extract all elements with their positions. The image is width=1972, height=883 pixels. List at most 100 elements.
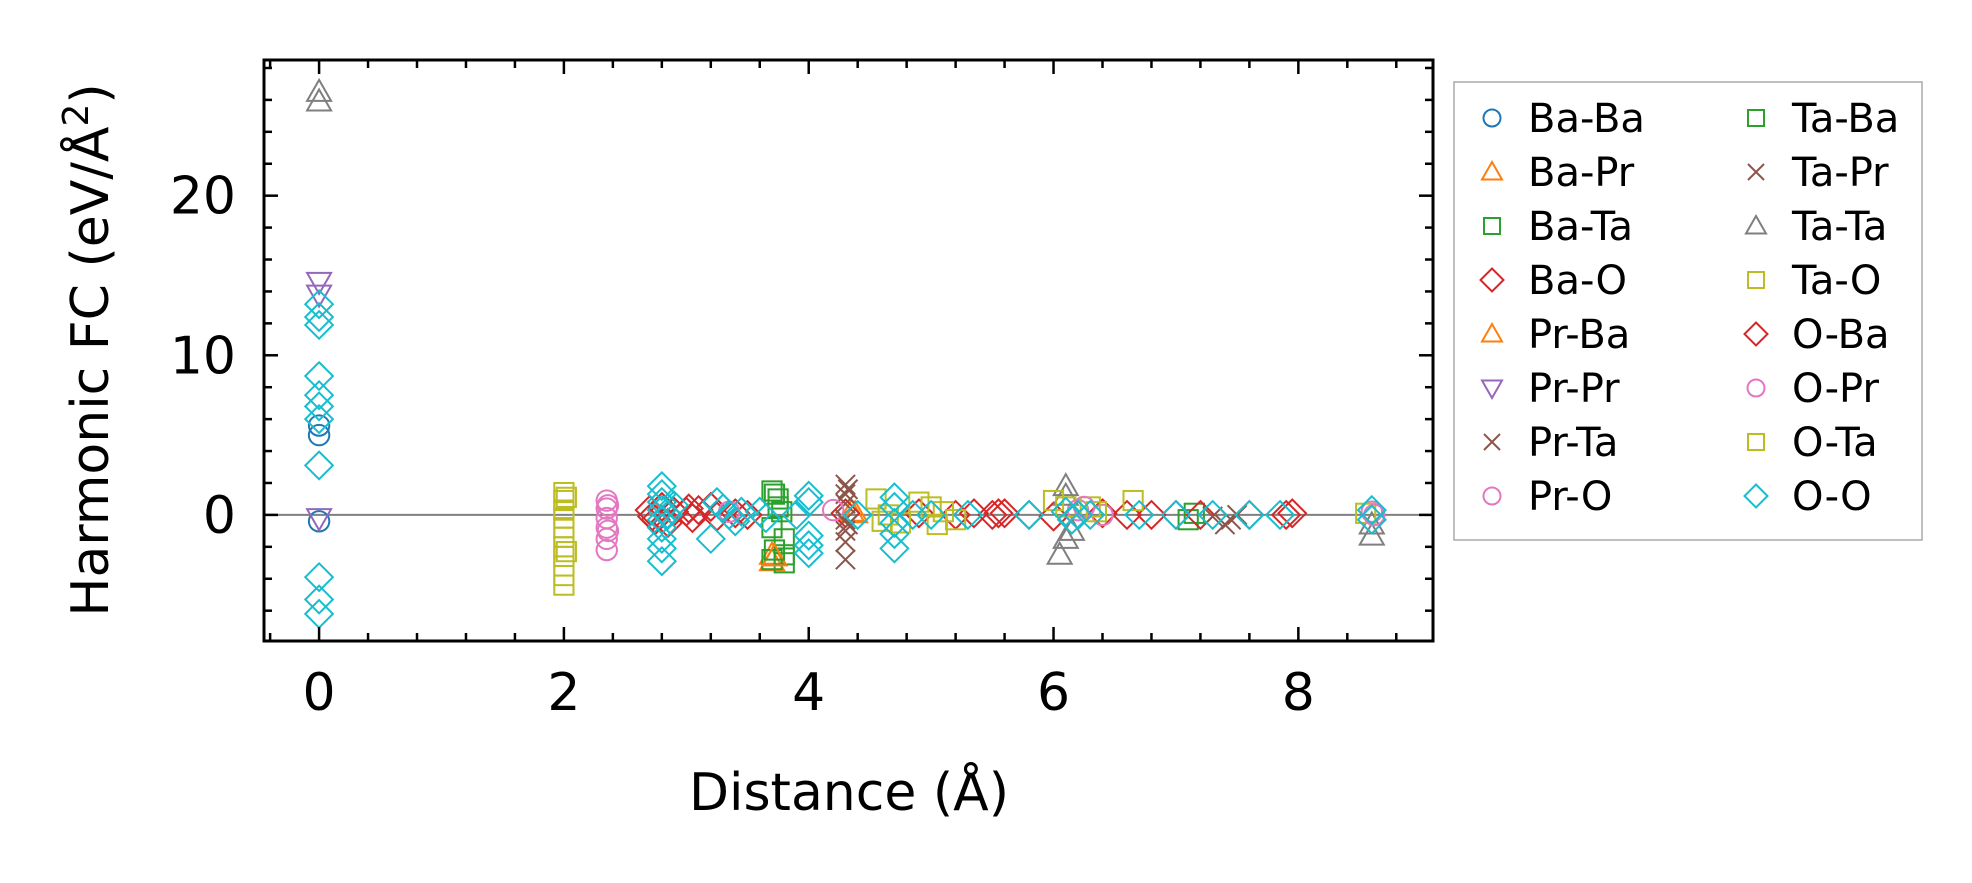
legend-marker-pr-ba: [1480, 321, 1504, 343]
legend-marker-ba-ba: [1482, 108, 1502, 128]
point-ta-ta: [305, 77, 333, 102]
legend-label: Ta-Pr: [1791, 150, 1889, 196]
legend-marker-ta-ta: [1744, 213, 1768, 235]
legend-marker-o-ta: [1747, 433, 1765, 451]
point-o-o: [695, 523, 727, 555]
point-ta-o: [908, 491, 930, 513]
point-ta-ba: [763, 483, 786, 505]
point-o-o: [793, 486, 824, 518]
legend-marker-ba-o: [1479, 267, 1505, 293]
point-ba-o: [977, 499, 1008, 531]
legend-marker-ba-pr: [1480, 159, 1504, 181]
point-o-o: [303, 561, 335, 593]
point-ta-pr: [837, 514, 859, 535]
legend-entry-o-o: O-O: [1743, 474, 1872, 520]
x-tick-label: 8: [1282, 663, 1315, 723]
point-o-o: [842, 499, 873, 531]
point-o-o: [303, 450, 335, 481]
point-o-o: [781, 499, 812, 531]
point-ta-ta: [1045, 540, 1074, 565]
point-o-o: [303, 584, 335, 615]
point-o-o: [303, 403, 335, 435]
legend-entry-o-pr: O-Pr: [1746, 366, 1879, 412]
point-pr-o: [595, 527, 618, 551]
axis-tick-labels: 0 2 4 6 8 0 10 20: [170, 167, 1315, 723]
legend-marker-ba-ta: [1483, 217, 1501, 235]
point-ta-ta: [1358, 521, 1386, 546]
point-pr-pr: [305, 508, 333, 533]
point-o-o: [1062, 499, 1094, 531]
point-o-o: [879, 533, 910, 564]
legend-label: Pr-Ta: [1528, 420, 1618, 466]
legend-box: [1453, 81, 1923, 541]
point-o-o: [1075, 499, 1106, 531]
legend-marker-o-ba: [1743, 321, 1769, 347]
point-o-o: [1197, 499, 1228, 531]
legend-label: Ba-Pr: [1528, 150, 1635, 196]
point-ta-ba: [763, 539, 786, 561]
point-ba-ba: [307, 423, 331, 447]
point-o-o: [750, 502, 782, 534]
point-o-o: [646, 486, 678, 518]
legend-entry-pr-ba: Pr-Ba: [1480, 312, 1630, 358]
point-o-o: [1160, 499, 1192, 531]
point-o-pr: [596, 519, 620, 543]
point-o-o: [1013, 499, 1045, 531]
legend-label: Ta-O: [1791, 258, 1881, 304]
data-points-layer: [303, 77, 1388, 630]
plot-area: [264, 77, 1433, 630]
point-pr-pr: [305, 271, 333, 296]
y-axis-label-main: Harmonic FC (eV/Å: [59, 126, 121, 617]
legend-entry-pr-ta: Pr-Ta: [1483, 420, 1618, 466]
legend-label: O-Ba: [1792, 312, 1890, 358]
point-ba-o: [958, 498, 990, 529]
legend-marker-o-o: [1743, 483, 1769, 509]
point-ba-o: [695, 491, 727, 523]
legend-entry-ba-ba: Ba-Ba: [1482, 96, 1645, 142]
legend-entry-ta-pr: Ta-Pr: [1747, 150, 1889, 196]
point-o-ta: [932, 501, 954, 523]
point-o-o: [646, 523, 678, 555]
y-tick-label: 20: [170, 167, 236, 227]
legend-marker-ta-ba: [1747, 109, 1765, 127]
point-o-o: [793, 520, 824, 551]
point-pr-ta: [835, 509, 856, 530]
point-ta-ta: [1052, 481, 1080, 506]
y-tick-label: 0: [203, 486, 236, 546]
legend-label: O-Ta: [1792, 420, 1878, 466]
point-o-o: [793, 530, 824, 561]
point-o-ba: [673, 493, 704, 524]
point-pr-ta: [835, 474, 856, 495]
point-o-ta: [555, 486, 577, 508]
point-o-o: [1264, 499, 1296, 531]
legend-entry-ta-ba: Ta-Ba: [1747, 96, 1899, 142]
point-pr-ta: [835, 549, 856, 570]
y-axis-label: Harmonic FC (eV/Å2): [56, 83, 121, 616]
point-ta-o: [553, 574, 575, 596]
point-ba-o: [989, 498, 1020, 529]
legend-entry-o-ba: O-Ba: [1743, 312, 1890, 358]
point-o-o: [303, 379, 335, 411]
point-o-o: [879, 518, 910, 550]
point-o-o: [652, 499, 684, 531]
point-o-o: [879, 482, 910, 513]
point-o-o: [658, 490, 690, 521]
x-tick-label: 2: [547, 663, 580, 723]
axis-ticks: [264, 60, 1433, 641]
point-o-o: [646, 545, 678, 577]
legend-label: Pr-Pr: [1528, 366, 1620, 412]
legend-entry-pr-o: Pr-O: [1482, 474, 1612, 520]
point-pr-o: [595, 538, 618, 562]
legend-marker-ta-pr: [1747, 163, 1765, 181]
legend-label: Ba-O: [1528, 258, 1627, 304]
point-o-ta: [555, 541, 577, 563]
point-ta-o: [1122, 489, 1144, 512]
x-tick-label: 4: [792, 663, 825, 723]
point-o-o: [720, 506, 751, 537]
point-ba-o: [1270, 499, 1302, 531]
point-o-o: [1056, 504, 1088, 535]
y-tick-label: 10: [170, 326, 236, 386]
legend-entry-ta-o: Ta-O: [1747, 258, 1881, 304]
point-o-ba: [983, 498, 1014, 529]
